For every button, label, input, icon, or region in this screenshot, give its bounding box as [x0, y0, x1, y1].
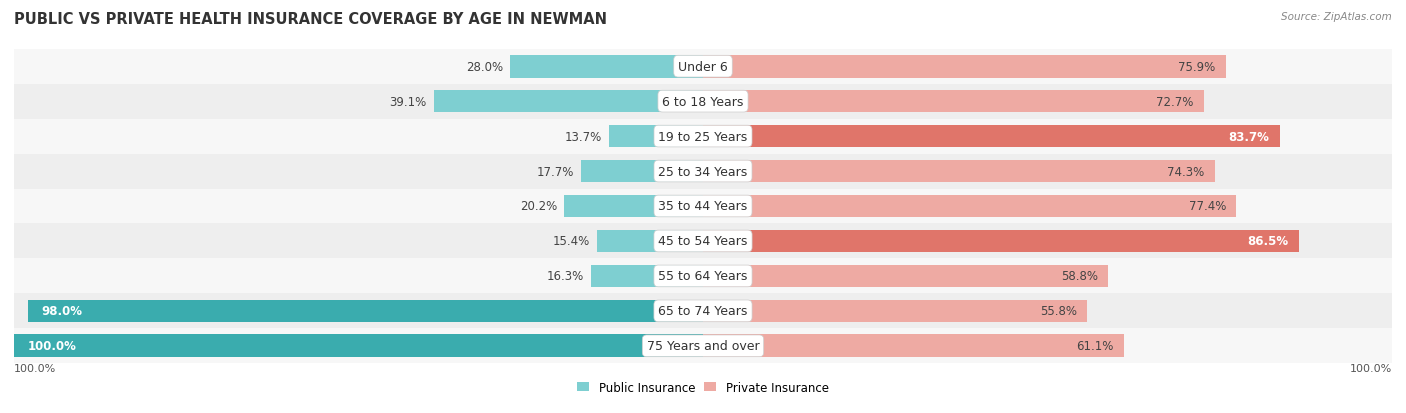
Bar	[703, 90, 1204, 113]
Bar	[581, 160, 703, 183]
Bar	[703, 335, 1123, 357]
Text: Under 6: Under 6	[678, 61, 728, 74]
FancyBboxPatch shape	[14, 50, 1392, 84]
FancyBboxPatch shape	[14, 329, 1392, 363]
Text: 86.5%: 86.5%	[1247, 235, 1289, 248]
Text: 25 to 34 Years: 25 to 34 Years	[658, 165, 748, 178]
Text: 75 Years and over: 75 Years and over	[647, 339, 759, 352]
Text: 20.2%: 20.2%	[520, 200, 557, 213]
Bar	[703, 230, 1299, 253]
Text: 98.0%: 98.0%	[42, 305, 83, 318]
Text: 65 to 74 Years: 65 to 74 Years	[658, 305, 748, 318]
Text: 100.0%: 100.0%	[28, 339, 77, 352]
Text: 61.1%: 61.1%	[1076, 339, 1114, 352]
Legend: Public Insurance, Private Insurance: Public Insurance, Private Insurance	[572, 376, 834, 399]
Bar	[703, 300, 1087, 323]
Text: 72.7%: 72.7%	[1156, 95, 1194, 108]
Text: 13.7%: 13.7%	[564, 130, 602, 143]
FancyBboxPatch shape	[14, 259, 1392, 294]
Text: 77.4%: 77.4%	[1188, 200, 1226, 213]
FancyBboxPatch shape	[14, 154, 1392, 189]
Text: 45 to 54 Years: 45 to 54 Years	[658, 235, 748, 248]
Text: 35 to 44 Years: 35 to 44 Years	[658, 200, 748, 213]
FancyBboxPatch shape	[14, 224, 1392, 259]
Text: 55.8%: 55.8%	[1040, 305, 1077, 318]
Text: 16.3%: 16.3%	[547, 270, 583, 283]
Text: 15.4%: 15.4%	[553, 235, 591, 248]
Bar	[28, 300, 703, 323]
Text: 17.7%: 17.7%	[537, 165, 574, 178]
Bar	[609, 126, 703, 148]
Bar	[703, 126, 1279, 148]
Bar	[510, 56, 703, 78]
Bar	[703, 195, 1236, 218]
Bar	[433, 90, 703, 113]
Bar	[703, 56, 1226, 78]
Bar	[598, 230, 703, 253]
Bar	[564, 195, 703, 218]
Text: Source: ZipAtlas.com: Source: ZipAtlas.com	[1281, 12, 1392, 22]
Text: 19 to 25 Years: 19 to 25 Years	[658, 130, 748, 143]
Text: 55 to 64 Years: 55 to 64 Years	[658, 270, 748, 283]
Bar	[703, 265, 1108, 287]
Bar	[591, 265, 703, 287]
FancyBboxPatch shape	[14, 119, 1392, 154]
Text: 75.9%: 75.9%	[1178, 61, 1216, 74]
Text: 58.8%: 58.8%	[1060, 270, 1098, 283]
Text: 83.7%: 83.7%	[1229, 130, 1270, 143]
FancyBboxPatch shape	[14, 189, 1392, 224]
Text: 100.0%: 100.0%	[1350, 363, 1392, 373]
Text: 100.0%: 100.0%	[14, 363, 56, 373]
Text: 74.3%: 74.3%	[1167, 165, 1205, 178]
Text: 39.1%: 39.1%	[389, 95, 427, 108]
Text: PUBLIC VS PRIVATE HEALTH INSURANCE COVERAGE BY AGE IN NEWMAN: PUBLIC VS PRIVATE HEALTH INSURANCE COVER…	[14, 12, 607, 27]
Bar	[14, 335, 703, 357]
Text: 6 to 18 Years: 6 to 18 Years	[662, 95, 744, 108]
Bar	[703, 160, 1215, 183]
Text: 28.0%: 28.0%	[465, 61, 503, 74]
FancyBboxPatch shape	[14, 84, 1392, 119]
FancyBboxPatch shape	[14, 294, 1392, 329]
